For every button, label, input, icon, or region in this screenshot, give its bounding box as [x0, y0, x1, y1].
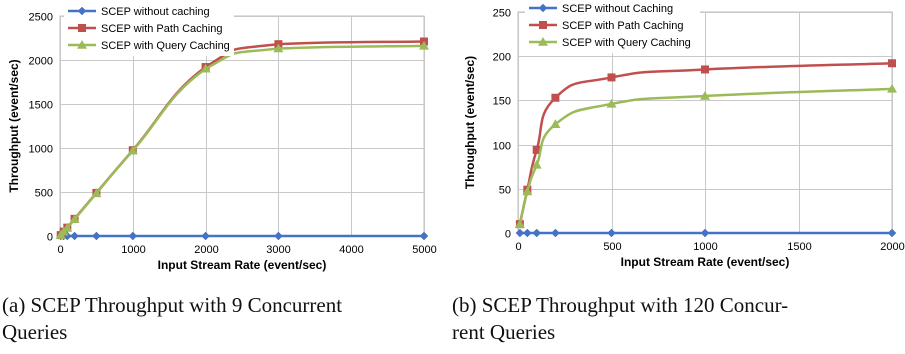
y-tick-label: 150	[493, 96, 511, 108]
data-point	[201, 231, 210, 241]
x-tick-label: 3000	[266, 244, 290, 256]
x-tick-label: 0	[515, 241, 521, 253]
data-point	[92, 231, 101, 241]
throughput-chart-9-queries: 0 500 1000 1500 2000 2500 0 1000 2000 3000 4000 500…	[0, 0, 450, 290]
data-point	[419, 231, 429, 241]
data-point	[700, 90, 710, 100]
data-point	[550, 119, 561, 129]
data-point	[128, 231, 138, 241]
data-point	[274, 231, 283, 241]
legend-label: SCEP with Query Caching	[101, 40, 230, 52]
legend: SCEP without caching SCEP with Path Cachi…	[64, 1, 234, 56]
data-point	[531, 159, 542, 169]
caption-b-line-1: (b) SCEP Throughput with 120 Concur-	[452, 293, 789, 317]
data-point	[887, 83, 897, 93]
series-group	[55, 40, 429, 239]
caption-a-line-2: Queries	[2, 320, 68, 344]
legend: SCEP without Caching SCEP with Path Cachi…	[525, 0, 700, 53]
legend-marker	[539, 21, 547, 29]
data-point	[91, 188, 102, 198]
legend-label: SCEP without caching	[101, 6, 210, 18]
y-tick-label: 50	[499, 185, 511, 197]
x-axis-title: Input Stream Rate (event/sec)	[158, 258, 327, 272]
data-point	[273, 43, 284, 53]
data-point	[62, 222, 73, 232]
figure-caption-b: (b) SCEP Throughput with 120 Concur- ren…	[452, 292, 905, 346]
legend-label: SCEP with Path Caching	[562, 20, 683, 32]
series-group	[515, 228, 897, 238]
y-tick-label: 250	[493, 8, 511, 20]
y-tick-label: 0	[505, 229, 511, 241]
y-axis-title: Throughput (event/sec)	[463, 56, 477, 189]
x-tick-label: 1000	[693, 241, 717, 253]
throughput-chart-120-queries: 0 50 100 150 200 250 0 500 1000 1500 2000 Input Str…	[455, 0, 905, 290]
data-point	[701, 65, 709, 74]
data-point	[419, 40, 429, 50]
x-tick-label: 2000	[194, 244, 218, 256]
legend-marker	[78, 24, 86, 32]
y-tick-label: 500	[35, 188, 53, 200]
y-tick-label: 0	[47, 232, 53, 244]
data-point	[888, 59, 896, 68]
x-tick-label: 2000	[880, 241, 904, 253]
legend-marker	[538, 37, 548, 46]
data-point	[522, 186, 533, 196]
legend-label: SCEP without Caching	[562, 3, 673, 15]
x-tick-label: 1000	[121, 244, 145, 256]
data-point	[551, 93, 560, 102]
caption-a-line-1: (a) SCEP Throughput with 9 Concurrent	[2, 293, 343, 317]
legend-marker	[77, 6, 87, 16]
data-point	[69, 214, 80, 224]
x-tick-label: 500	[603, 241, 621, 253]
chart-a-canvas: 0 500 1000 1500 2000 2500 0 1000 2000 3000 4000 500…	[7, 1, 437, 272]
data-point	[700, 228, 710, 238]
data-point	[606, 98, 617, 108]
data-point	[70, 231, 79, 241]
x-tick-label: 1500	[787, 241, 811, 253]
y-axis-title: Throughput (event/sec)	[7, 59, 21, 192]
data-point	[532, 228, 542, 238]
y-tick-label: 100	[493, 141, 511, 153]
caption-b-line-2: rent Queries	[452, 320, 556, 344]
y-tick-label: 1000	[29, 144, 53, 156]
series-group	[514, 83, 897, 228]
data-point	[514, 219, 525, 228]
figure-caption-a: (a) SCEP Throughput with 9 Concurrent Qu…	[2, 292, 447, 346]
legend-label: SCEP with Query Caching	[562, 37, 691, 49]
legend-marker	[77, 40, 87, 49]
legend-marker	[538, 3, 548, 13]
series-line	[518, 87, 893, 225]
data-point	[515, 228, 525, 238]
y-tick-label: 2000	[29, 56, 53, 68]
data-point	[607, 228, 616, 238]
y-tick-label: 200	[493, 52, 511, 64]
x-tick-label: 0	[57, 244, 63, 256]
data-point	[887, 228, 897, 238]
legend-label: SCEP with Path Caching	[101, 23, 222, 35]
y-tick-label: 1500	[29, 100, 53, 112]
x-axis-title: Input Stream Rate (event/sec)	[621, 255, 790, 269]
data-point	[522, 228, 532, 238]
data-point	[607, 73, 616, 82]
y-tick-label: 2500	[29, 12, 53, 24]
data-point	[551, 228, 560, 238]
data-point	[127, 145, 138, 155]
x-tick-label: 4000	[339, 244, 363, 256]
chart-b-canvas: 0 50 100 150 200 250 0 500 1000 1500 2000 Input Str…	[463, 0, 905, 269]
data-point	[200, 63, 211, 73]
x-tick-label: 5000	[412, 244, 436, 256]
data-point	[532, 145, 541, 154]
